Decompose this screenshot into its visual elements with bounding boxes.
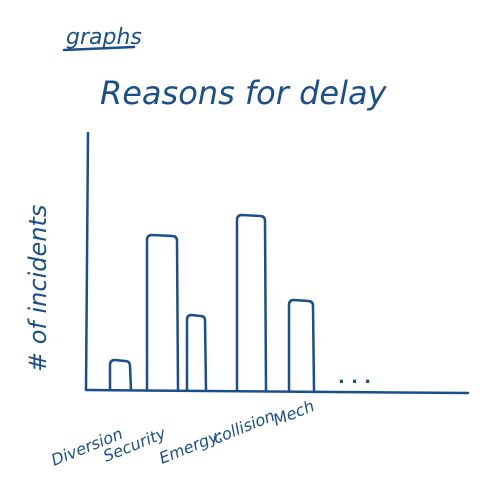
x-axis-line	[84, 388, 470, 395]
bar-1	[145, 233, 180, 392]
x-tick-label-3: collision	[210, 406, 277, 448]
bar-0	[108, 358, 133, 392]
bars-group	[108, 213, 316, 392]
y-axis-line	[84, 131, 90, 392]
x-tick-label-4: Mech	[270, 396, 317, 430]
chart-title: Reasons for delay	[100, 74, 388, 112]
bar-3	[235, 213, 268, 392]
continuation-mark: . . .	[338, 367, 371, 388]
bar-2	[185, 313, 208, 392]
bar-4	[287, 298, 316, 392]
y-axis-label: # of incidents	[24, 205, 52, 372]
graphs-note: graphs	[66, 25, 142, 50]
graphs-underline	[62, 45, 136, 52]
